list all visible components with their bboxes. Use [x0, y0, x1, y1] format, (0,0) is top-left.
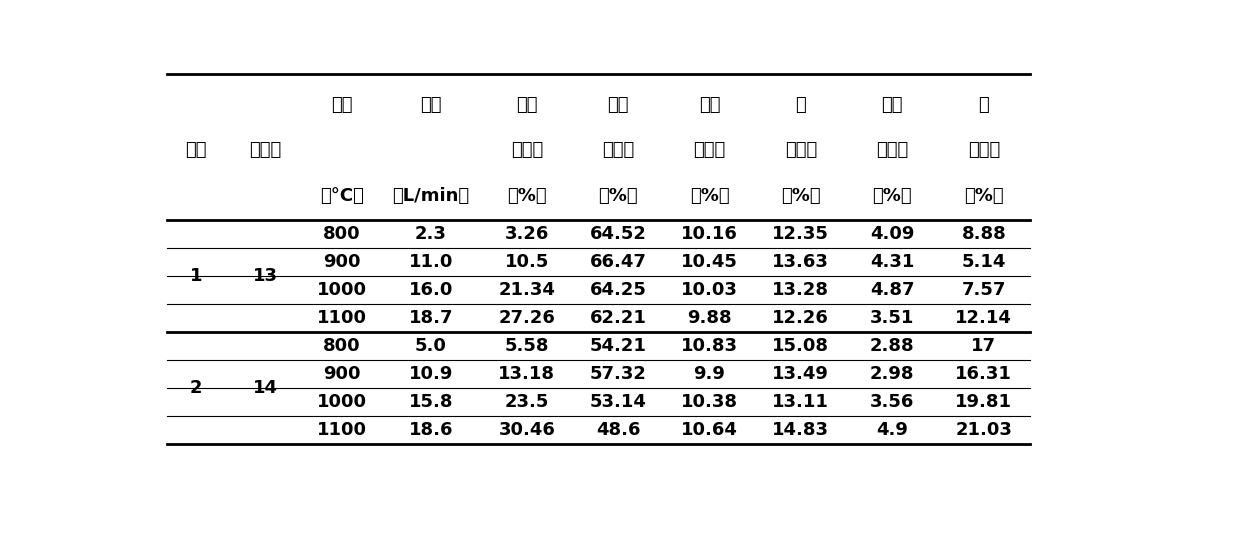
Text: 900: 900	[324, 365, 361, 383]
Text: 5.0: 5.0	[415, 337, 446, 355]
Text: 乙烯: 乙烯	[608, 96, 629, 114]
Text: 选择性: 选择性	[967, 142, 999, 160]
Text: 苯: 苯	[795, 96, 806, 114]
Text: 10.45: 10.45	[681, 253, 738, 271]
Text: 温度: 温度	[331, 96, 352, 114]
Text: 5.14: 5.14	[962, 253, 1006, 271]
Text: 3.26: 3.26	[505, 225, 549, 244]
Text: 萘: 萘	[978, 96, 990, 114]
Text: 9.88: 9.88	[687, 309, 732, 327]
Text: 序号: 序号	[186, 142, 207, 160]
Text: 1: 1	[190, 267, 202, 285]
Text: 30.46: 30.46	[498, 421, 556, 439]
Text: 62.21: 62.21	[590, 309, 646, 327]
Text: 13.49: 13.49	[773, 365, 830, 383]
Text: 14.83: 14.83	[773, 421, 830, 439]
Text: 11.0: 11.0	[409, 253, 453, 271]
Text: 1000: 1000	[317, 393, 367, 411]
Text: 2: 2	[190, 379, 202, 397]
Text: 14: 14	[253, 379, 278, 397]
Text: 12.35: 12.35	[773, 225, 830, 244]
Text: 800: 800	[324, 225, 361, 244]
Text: 甲烷: 甲烷	[516, 96, 538, 114]
Text: 64.25: 64.25	[590, 281, 646, 299]
Text: 9.9: 9.9	[693, 365, 725, 383]
Text: 4.9: 4.9	[877, 421, 908, 439]
Text: 7.57: 7.57	[962, 281, 1006, 299]
Text: 900: 900	[324, 253, 361, 271]
Text: 2.88: 2.88	[869, 337, 914, 355]
Text: （%）: （%）	[599, 187, 639, 205]
Text: 选择性: 选择性	[875, 142, 908, 160]
Text: 10.16: 10.16	[681, 225, 738, 244]
Text: 18.7: 18.7	[408, 309, 453, 327]
Text: 1100: 1100	[317, 309, 367, 327]
Text: 丙烯: 丙烯	[699, 96, 720, 114]
Text: 空速: 空速	[420, 96, 441, 114]
Text: 实施例: 实施例	[249, 142, 281, 160]
Text: （%）: （%）	[872, 187, 911, 205]
Text: 66.47: 66.47	[590, 253, 646, 271]
Text: 2.98: 2.98	[869, 365, 914, 383]
Text: 21.34: 21.34	[498, 281, 556, 299]
Text: 10.38: 10.38	[681, 393, 738, 411]
Text: 10.83: 10.83	[681, 337, 738, 355]
Text: 13: 13	[253, 267, 278, 285]
Text: 48.6: 48.6	[596, 421, 640, 439]
Text: 8.88: 8.88	[961, 225, 1006, 244]
Text: 1100: 1100	[317, 421, 367, 439]
Text: 21.03: 21.03	[956, 421, 1012, 439]
Text: 转化率: 转化率	[511, 142, 543, 160]
Text: 16.0: 16.0	[409, 281, 453, 299]
Text: 800: 800	[324, 337, 361, 355]
Text: 15.08: 15.08	[773, 337, 830, 355]
Text: 选择性: 选择性	[785, 142, 817, 160]
Text: （%）: （%）	[781, 187, 821, 205]
Text: 选择性: 选择性	[603, 142, 635, 160]
Text: 1000: 1000	[317, 281, 367, 299]
Text: 3.51: 3.51	[870, 309, 914, 327]
Text: 4.31: 4.31	[870, 253, 914, 271]
Text: 4.09: 4.09	[870, 225, 914, 244]
Text: （L/min）: （L/min）	[392, 187, 470, 205]
Text: 27.26: 27.26	[498, 309, 556, 327]
Text: 10.03: 10.03	[681, 281, 738, 299]
Text: 甲苯: 甲苯	[882, 96, 903, 114]
Text: （%）: （%）	[507, 187, 547, 205]
Text: （%）: （%）	[963, 187, 1003, 205]
Text: （%）: （%）	[689, 187, 729, 205]
Text: 53.14: 53.14	[590, 393, 646, 411]
Text: 4.87: 4.87	[869, 281, 914, 299]
Text: 10.5: 10.5	[505, 253, 549, 271]
Text: 64.52: 64.52	[590, 225, 646, 244]
Text: 2.3: 2.3	[415, 225, 446, 244]
Text: 13.11: 13.11	[773, 393, 830, 411]
Text: 17: 17	[971, 337, 997, 355]
Text: 18.6: 18.6	[408, 421, 453, 439]
Text: 3.56: 3.56	[870, 393, 914, 411]
Text: 15.8: 15.8	[408, 393, 453, 411]
Text: 13.28: 13.28	[773, 281, 830, 299]
Text: 23.5: 23.5	[505, 393, 549, 411]
Text: 5.58: 5.58	[505, 337, 549, 355]
Text: 19.81: 19.81	[955, 393, 1012, 411]
Text: （°C）: （°C）	[320, 187, 363, 205]
Text: 12.14: 12.14	[956, 309, 1012, 327]
Text: 10.64: 10.64	[681, 421, 738, 439]
Text: 57.32: 57.32	[590, 365, 646, 383]
Text: 12.26: 12.26	[773, 309, 830, 327]
Text: 选择性: 选择性	[693, 142, 725, 160]
Text: 54.21: 54.21	[590, 337, 646, 355]
Text: 10.9: 10.9	[409, 365, 453, 383]
Text: 16.31: 16.31	[956, 365, 1012, 383]
Text: 13.63: 13.63	[773, 253, 830, 271]
Text: 13.18: 13.18	[498, 365, 556, 383]
